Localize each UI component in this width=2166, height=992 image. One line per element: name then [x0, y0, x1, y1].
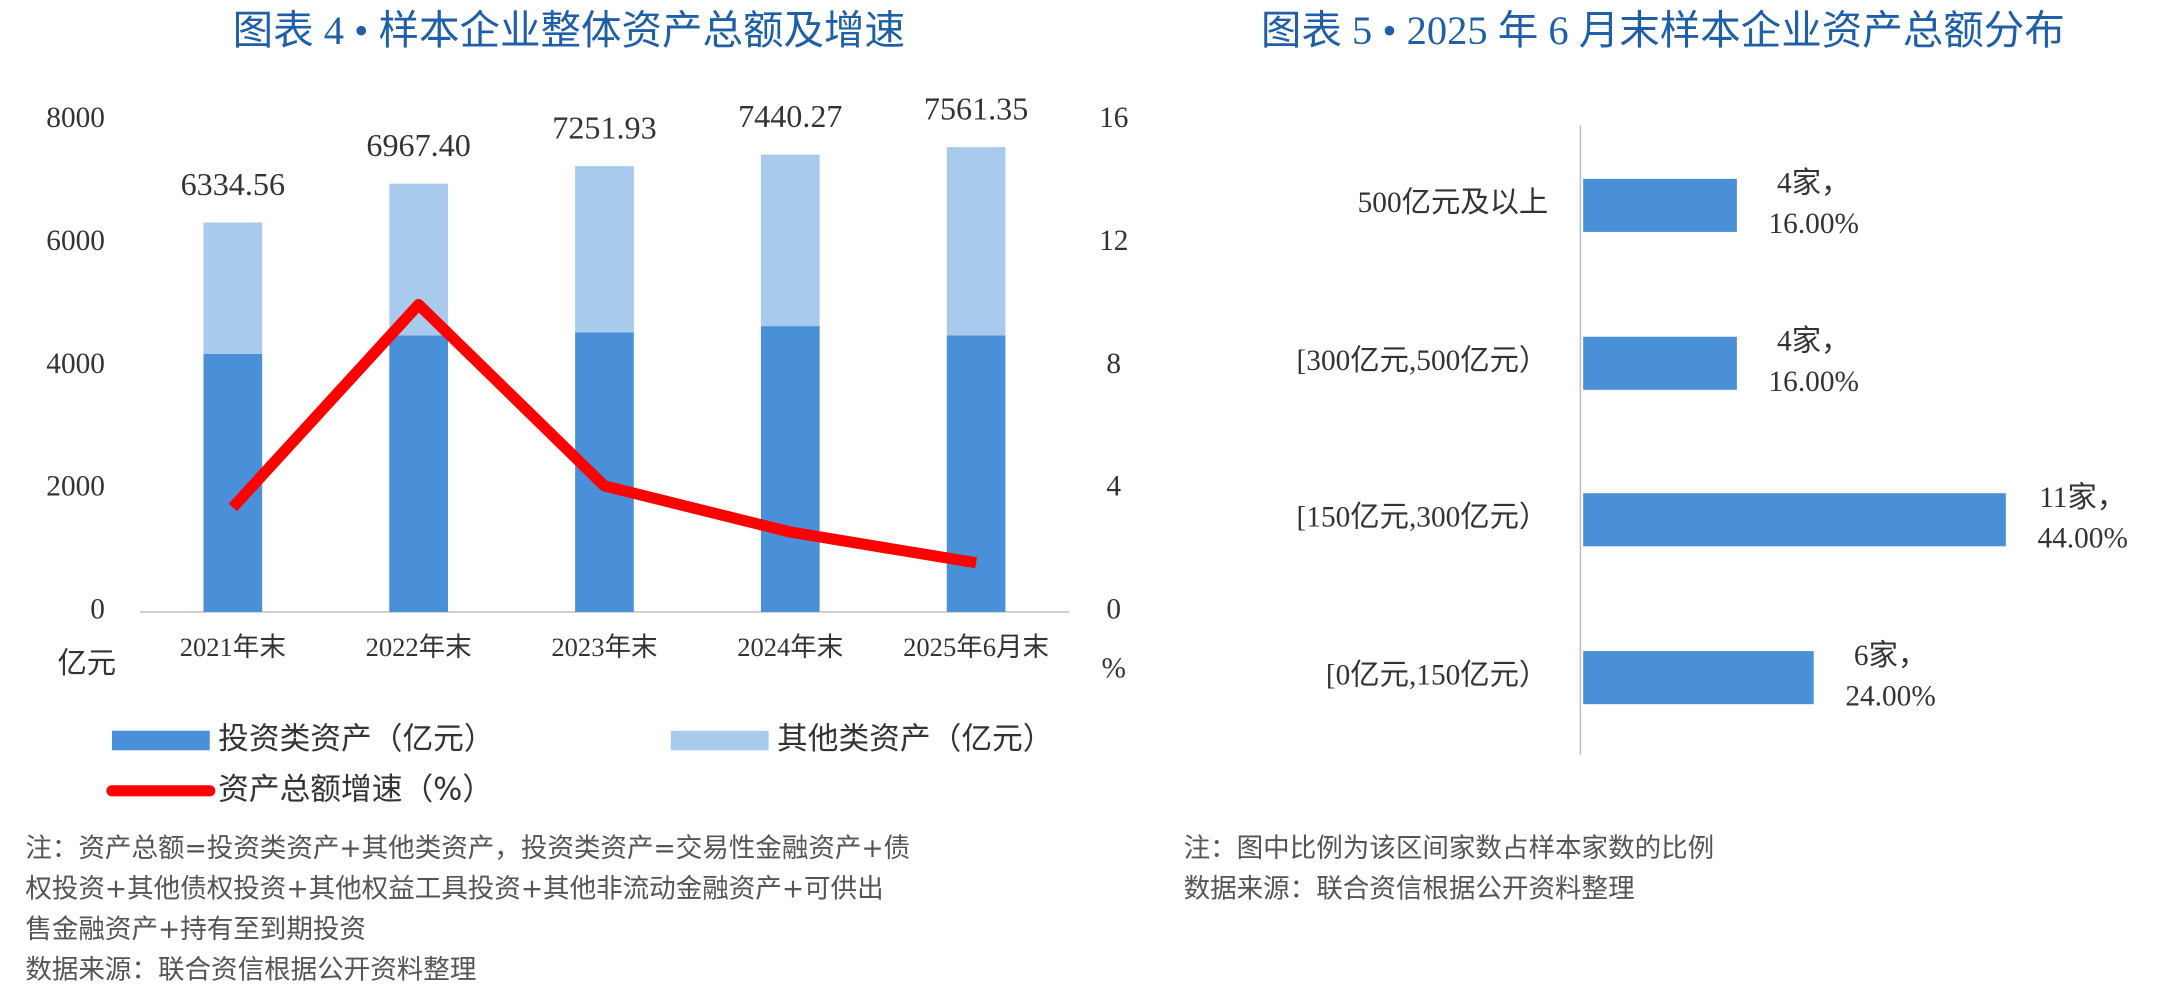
value-label: 4家， [1777, 167, 1850, 200]
y-tick-label: [0亿元,150亿元） [1326, 658, 1548, 691]
legend-label: 资产总额增速（%） [218, 771, 493, 807]
y2-tick-label: 16 [1099, 102, 1128, 134]
chart-title: 图表 4 • 样本企业整体资产总额及增速 [233, 8, 905, 53]
bar-segment [203, 222, 263, 354]
legend-label: 投资类资产（亿元） [218, 721, 494, 757]
bar [1583, 336, 1737, 390]
share-label: 16.00% [1769, 208, 1859, 240]
y2-tick-label: 12 [1099, 225, 1128, 257]
source-note: 数据来源：联合资信根据公开资料整理 [1184, 874, 1635, 905]
y-tick-label: [300亿元,500亿元） [1297, 344, 1549, 377]
x-tick-label: 2024年末 [737, 632, 843, 662]
y-tick-label: 500亿元及以上 [1358, 186, 1549, 219]
value-label: 6家， [1854, 639, 1927, 672]
legend-label: 其他类资产（亿元） [777, 721, 1053, 757]
note: 注：资产总额=投资类资产+其他类资产，投资类资产=交易性金融资产+债 [25, 833, 910, 864]
line-series [228, 298, 978, 569]
legend-swatch [670, 730, 769, 751]
total-label: 7561.35 [924, 91, 1028, 127]
total-label: 6967.40 [366, 127, 470, 163]
value-label: 4家， [1777, 324, 1850, 357]
share-label: 44.00% [2037, 522, 2127, 554]
legend-swatch [111, 730, 210, 751]
y-axis-unit: 亿元 [57, 647, 116, 680]
total-label: 7251.93 [552, 110, 656, 146]
y-tick-label: [150亿元,300亿元） [1297, 500, 1549, 533]
y-tick-label: 0 [90, 594, 105, 626]
note: 售金融资产+持有至到期投资 [25, 914, 366, 945]
bar-segment [760, 326, 820, 612]
x-tick-label: 2025年6月末 [903, 632, 1049, 662]
bar-segment [946, 147, 1006, 336]
bar-segment [575, 166, 634, 333]
y2-tick-label: 8 [1106, 348, 1121, 380]
x-tick-label: 2021年末 [180, 632, 286, 662]
note: 权投资+其他债权投资+其他权益工具投资+其他非流动金融资产+可供出 [25, 874, 883, 905]
source-note: 数据来源：联合资信根据公开资料整理 [25, 955, 476, 986]
note: 注：图中比例为该区间家数占样本家数的比例 [1184, 833, 1715, 864]
bar [1583, 651, 1814, 705]
bar [1583, 493, 2006, 547]
x-tick-label: 2023年末 [551, 632, 657, 662]
y-tick-label: 6000 [46, 225, 105, 257]
total-label: 7440.27 [738, 98, 842, 134]
x-tick-label: 2022年末 [366, 632, 472, 662]
total-label: 6334.56 [181, 166, 285, 202]
y2-tick-label: 0 [1106, 594, 1121, 626]
share-label: 24.00% [1845, 680, 1935, 712]
y-tick-label: 8000 [46, 102, 105, 134]
y-tick-label: 4000 [46, 348, 105, 380]
chart-title: 图表 5 • 2025 年 6 月末样本企业资产总额分布 [1261, 8, 2065, 53]
bar-segment [946, 335, 1006, 612]
y-tick-label: 2000 [46, 471, 105, 503]
share-label: 16.00% [1769, 366, 1859, 398]
y2-tick-label: 4 [1106, 471, 1121, 503]
bar-segment [760, 154, 820, 327]
y2-axis-unit: % [1102, 652, 1126, 684]
bar [1583, 178, 1737, 232]
value-label: 11家， [2039, 481, 2126, 514]
bar-segment [389, 335, 448, 612]
